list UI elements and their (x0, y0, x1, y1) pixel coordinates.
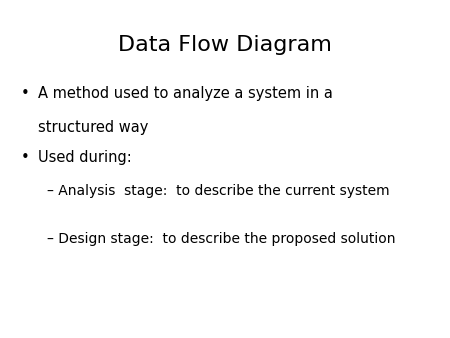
Text: – Design stage:  to describe the proposed solution: – Design stage: to describe the proposed… (47, 232, 396, 245)
Text: Data Flow Diagram: Data Flow Diagram (118, 35, 332, 55)
Text: •: • (20, 150, 29, 165)
Text: A method used to analyze a system in a: A method used to analyze a system in a (38, 86, 333, 101)
Text: •: • (20, 86, 29, 101)
Text: – Analysis  stage:  to describe the current system: – Analysis stage: to describe the curren… (47, 184, 390, 198)
Text: structured way: structured way (38, 120, 148, 135)
Text: Used during:: Used during: (38, 150, 132, 165)
